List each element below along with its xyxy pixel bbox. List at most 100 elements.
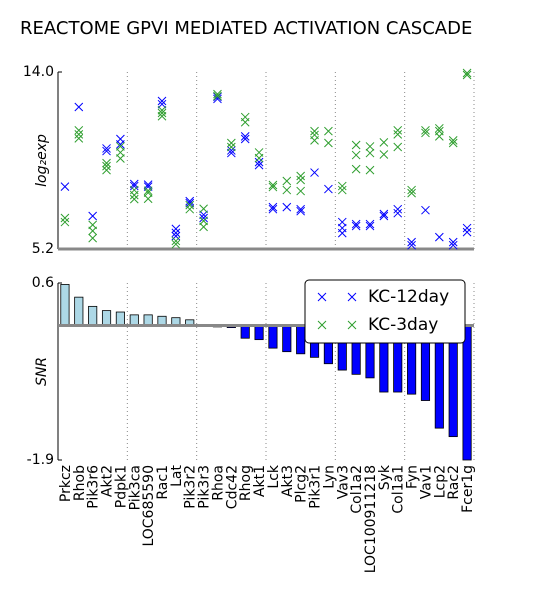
- x-tick-label: LOC100911218: [363, 465, 379, 573]
- point: [102, 161, 111, 171]
- chart-title: REACTOME GPVI MEDIATED ACTIVATION CASCAD…: [20, 18, 472, 39]
- point: [185, 196, 195, 206]
- point: [254, 160, 264, 170]
- point: [88, 233, 98, 243]
- legend-marker: [347, 292, 357, 302]
- x-tick-label: Vav3: [335, 465, 351, 499]
- x-tick-label: Fcer1g: [460, 465, 476, 513]
- x-tick-label: LOC685590: [141, 465, 157, 547]
- x-tick-label: Rhog: [238, 465, 254, 501]
- point: [102, 144, 111, 153]
- x-tick-label: Rac1: [155, 465, 171, 500]
- x-tick-label: Rhoa: [210, 465, 226, 501]
- point: [462, 70, 472, 80]
- bar: [282, 325, 292, 353]
- point: [88, 226, 98, 236]
- point: [421, 205, 430, 215]
- point: [74, 102, 84, 112]
- y-tick-label: 0.6: [32, 275, 54, 291]
- point: [310, 136, 319, 145]
- point: [171, 236, 181, 246]
- point: [448, 138, 458, 148]
- point: [213, 91, 222, 101]
- point: [143, 194, 153, 204]
- point: [171, 228, 181, 238]
- bar: [60, 284, 70, 326]
- x-tick-label: Lat: [169, 464, 185, 486]
- point: [365, 142, 375, 151]
- legend-label: KC-12day: [368, 287, 449, 307]
- point: [407, 237, 416, 247]
- legend-marker: [317, 320, 327, 330]
- point: [434, 132, 444, 141]
- point: [337, 181, 347, 191]
- point: [296, 186, 306, 196]
- point: [337, 228, 347, 238]
- point: [157, 108, 167, 118]
- point: [296, 175, 306, 185]
- legend-box: [304, 279, 466, 344]
- point: [296, 206, 306, 216]
- bar: [462, 325, 472, 461]
- point: [393, 142, 403, 152]
- point: [88, 211, 98, 221]
- point: [379, 150, 389, 159]
- point: [448, 136, 458, 145]
- point: [310, 168, 319, 177]
- point: [226, 142, 236, 152]
- bar: [268, 325, 278, 349]
- x-tick-label: Lyn: [321, 465, 337, 489]
- x-tick-label: Rac2: [446, 465, 462, 500]
- point: [407, 188, 416, 198]
- point: [324, 184, 333, 194]
- y-tick-label: -1.9: [27, 452, 54, 468]
- point: [268, 202, 278, 212]
- point: [226, 146, 236, 155]
- point: [282, 185, 292, 195]
- x-tick-label: Pik3r6: [86, 465, 102, 509]
- point: [365, 219, 375, 229]
- point: [213, 89, 222, 99]
- x-tick-label: Col1a1: [391, 465, 407, 514]
- x-tick-label: Fyn: [405, 465, 421, 489]
- x-tick-label: Syk: [377, 464, 393, 490]
- point: [240, 132, 250, 141]
- x-tick-label: Akt2: [100, 465, 116, 497]
- point: [254, 153, 264, 163]
- point: [296, 171, 306, 181]
- bar: [143, 314, 153, 326]
- point: [282, 202, 292, 212]
- point: [296, 204, 306, 214]
- point: [129, 190, 139, 200]
- x-tick-label: Prkcz: [58, 465, 74, 502]
- point: [240, 134, 250, 144]
- point: [157, 111, 167, 121]
- point: [74, 125, 84, 135]
- point: [462, 227, 472, 237]
- y-axis-label: log₂exp: [34, 134, 50, 187]
- point: [268, 182, 278, 192]
- y-tick-label: 14.0: [23, 64, 54, 80]
- point: [434, 232, 444, 242]
- point: [337, 185, 347, 195]
- point: [268, 180, 278, 190]
- x-tick-label: Cdc42: [224, 465, 240, 509]
- bar: [129, 314, 139, 326]
- point: [240, 117, 250, 127]
- x-tick-label: Akt3: [280, 465, 296, 497]
- x-tick-label: Rhob: [72, 465, 88, 501]
- point: [199, 204, 208, 214]
- point: [254, 157, 264, 167]
- x-tick-label: Lck: [266, 464, 282, 488]
- point: [351, 219, 361, 229]
- point: [213, 92, 222, 102]
- point: [379, 209, 389, 219]
- point: [365, 148, 375, 158]
- point: [379, 211, 389, 221]
- x-tick-label: Akt1: [252, 465, 268, 497]
- point: [324, 138, 333, 148]
- point: [310, 126, 319, 136]
- point: [199, 222, 208, 232]
- point: [462, 223, 472, 233]
- point: [60, 182, 70, 192]
